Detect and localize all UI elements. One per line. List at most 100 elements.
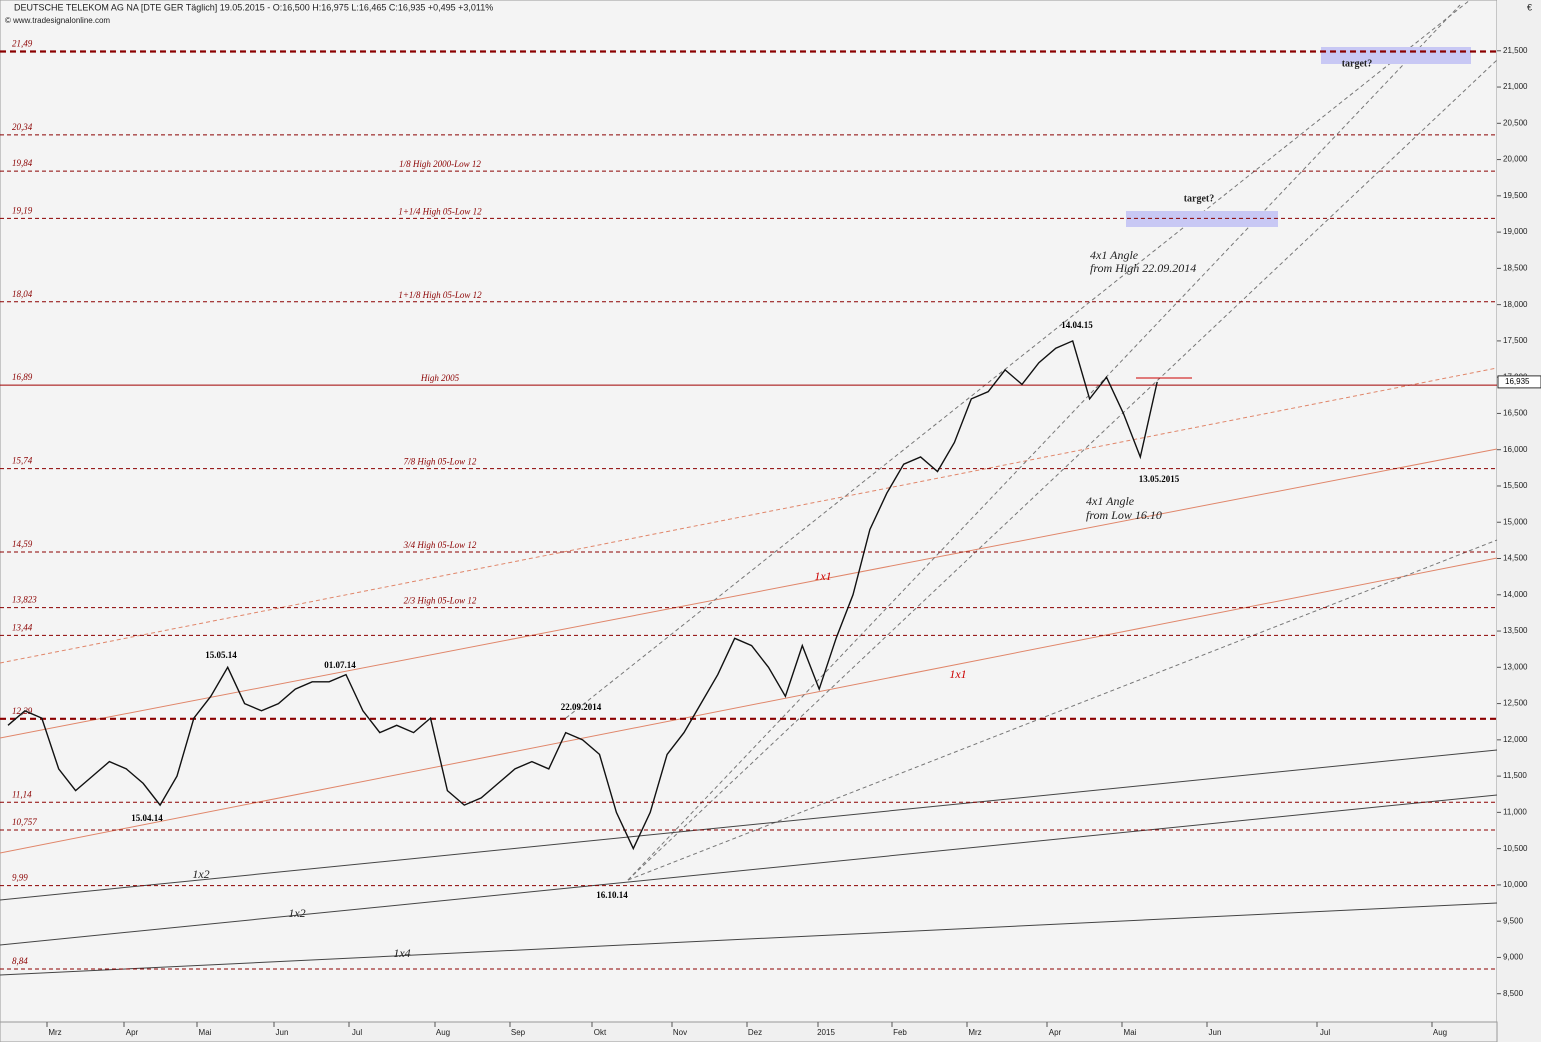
annotation: from Low 16.10 (1086, 508, 1162, 522)
level-label: 12,29 (12, 706, 33, 716)
level-name: 2/3 High 05-Low 12 (404, 596, 477, 606)
level-label: 20,34 (12, 122, 33, 132)
annotation: 14.04.15 (1061, 320, 1093, 330)
y-tick-label: 17,500 (1503, 336, 1528, 345)
y-tick-label: 10,000 (1503, 880, 1528, 889)
x-tick-label: 2015 (817, 1028, 835, 1037)
level-label: 13,44 (12, 622, 33, 632)
level-label: 18,04 (12, 289, 33, 299)
angle-line (627, 539, 1498, 881)
level-label: 19,19 (12, 205, 33, 215)
y-tick-label: 9,000 (1503, 953, 1524, 962)
y-tick-label: 16,000 (1503, 445, 1528, 454)
level-name: 1+1/4 High 05-Low 12 (398, 206, 482, 216)
y-tick-label: 11,000 (1503, 807, 1527, 816)
level-label: 8,84 (12, 956, 28, 966)
x-tick-label: Jun (1209, 1028, 1222, 1037)
annotation: 1x4 (393, 946, 410, 960)
x-tick-label: Aug (436, 1028, 450, 1037)
annotation: 1x2 (192, 867, 209, 881)
level-label: 15,74 (12, 456, 33, 466)
x-tick-label: Dez (748, 1028, 762, 1037)
annotation: 1x1 (949, 667, 966, 681)
level-label: 11,14 (12, 789, 32, 799)
last-price-label: 16,935 (1505, 377, 1530, 386)
y-tick-label: 19,000 (1503, 227, 1528, 236)
price-line (7, 339, 1158, 851)
x-tick-label: Nov (673, 1028, 687, 1037)
y-tick-label: 15,500 (1503, 481, 1528, 490)
y-tick-label: 18,000 (1503, 300, 1528, 309)
y-tick-label: 10,500 (1503, 844, 1528, 853)
angle-line (627, 59, 1498, 881)
y-tick-label: 12,000 (1503, 735, 1528, 744)
level-label: 9,99 (12, 873, 28, 883)
plot-area (0, 0, 1498, 1023)
price-axis (1497, 0, 1541, 1042)
angle-line (0, 749, 1498, 901)
x-tick-label: Aug (1433, 1028, 1447, 1037)
x-tick-label: Okt (594, 1028, 607, 1037)
y-tick-label: 11,500 (1503, 771, 1527, 780)
y-tick-label: 14,000 (1503, 590, 1528, 599)
annotation: 1x2 (288, 906, 305, 920)
angle-line (0, 367, 1498, 664)
annotation: 15.04.14 (131, 813, 163, 823)
annotation: 22.09.2014 (561, 702, 602, 712)
level-name: 1+1/8 High 05-Low 12 (398, 290, 482, 300)
x-tick-label: Apr (1049, 1028, 1062, 1037)
x-tick-label: Feb (893, 1028, 907, 1037)
level-name: High 2005 (420, 373, 460, 383)
level-name: 3/4 High 05-Low 12 (403, 540, 477, 550)
y-tick-label: 8,500 (1503, 989, 1524, 998)
y-tick-label: 21,500 (1503, 46, 1528, 55)
y-tick-label: 19,500 (1503, 191, 1528, 200)
angle-line (0, 902, 1498, 976)
level-label: 10,757 (12, 817, 37, 827)
level-label: 14,59 (12, 539, 33, 549)
x-tick-label: Mrz (968, 1028, 981, 1037)
annotation: 15.05.14 (205, 650, 237, 660)
annotation: 4x1 Angle (1086, 494, 1135, 508)
level-name: 1/8 High 2000-Low 12 (399, 159, 481, 169)
header-source: © www.tradesignalonline.com (5, 16, 110, 25)
currency: € (1527, 2, 1532, 12)
annotation: target? (1184, 193, 1215, 204)
y-tick-label: 13,000 (1503, 662, 1528, 671)
annotation: target? (1342, 58, 1373, 69)
x-tick-label: Jul (352, 1028, 362, 1037)
header-title: DEUTSCHE TELEKOM AG NA [DTE GER Täglich]… (14, 2, 493, 12)
level-label: 21,49 (12, 39, 33, 49)
angle-line (0, 448, 1498, 739)
annotation: 16.10.14 (596, 890, 628, 900)
x-tick-label: Jul (1320, 1028, 1330, 1037)
level-label: 19,84 (12, 158, 33, 168)
annotation: 01.07.14 (324, 660, 356, 670)
x-tick-label: Mai (1124, 1028, 1137, 1037)
angle-line (565, 0, 1471, 719)
x-tick-label: Mrz (48, 1028, 61, 1037)
y-tick-label: 20,500 (1503, 118, 1528, 127)
y-tick-label: 16,500 (1503, 409, 1528, 418)
level-label: 13,823 (12, 595, 37, 605)
target-box (1126, 211, 1278, 227)
annotation: from High 22.09.2014 (1090, 261, 1196, 275)
y-tick-label: 18,500 (1503, 263, 1528, 272)
x-tick-label: Sep (511, 1028, 526, 1037)
x-tick-label: Jun (276, 1028, 289, 1037)
y-tick-label: 14,500 (1503, 554, 1528, 563)
y-tick-label: 15,000 (1503, 517, 1528, 526)
annotation: 13.05.2015 (1139, 474, 1180, 484)
y-tick-label: 21,000 (1503, 82, 1528, 91)
annotation: 4x1 Angle (1090, 248, 1139, 262)
last-price-box (1497, 375, 1541, 389)
level-name: 7/8 High 05-Low 12 (404, 457, 477, 467)
annotation: 1x1 (814, 569, 831, 583)
y-tick-label: 12,500 (1503, 699, 1528, 708)
level-label: 16,89 (12, 372, 33, 382)
y-tick-label: 20,000 (1503, 155, 1528, 164)
y-tick-label: 13,500 (1503, 626, 1528, 635)
angle-line (627, 4, 1461, 881)
y-tick-label: 9,500 (1503, 916, 1524, 925)
